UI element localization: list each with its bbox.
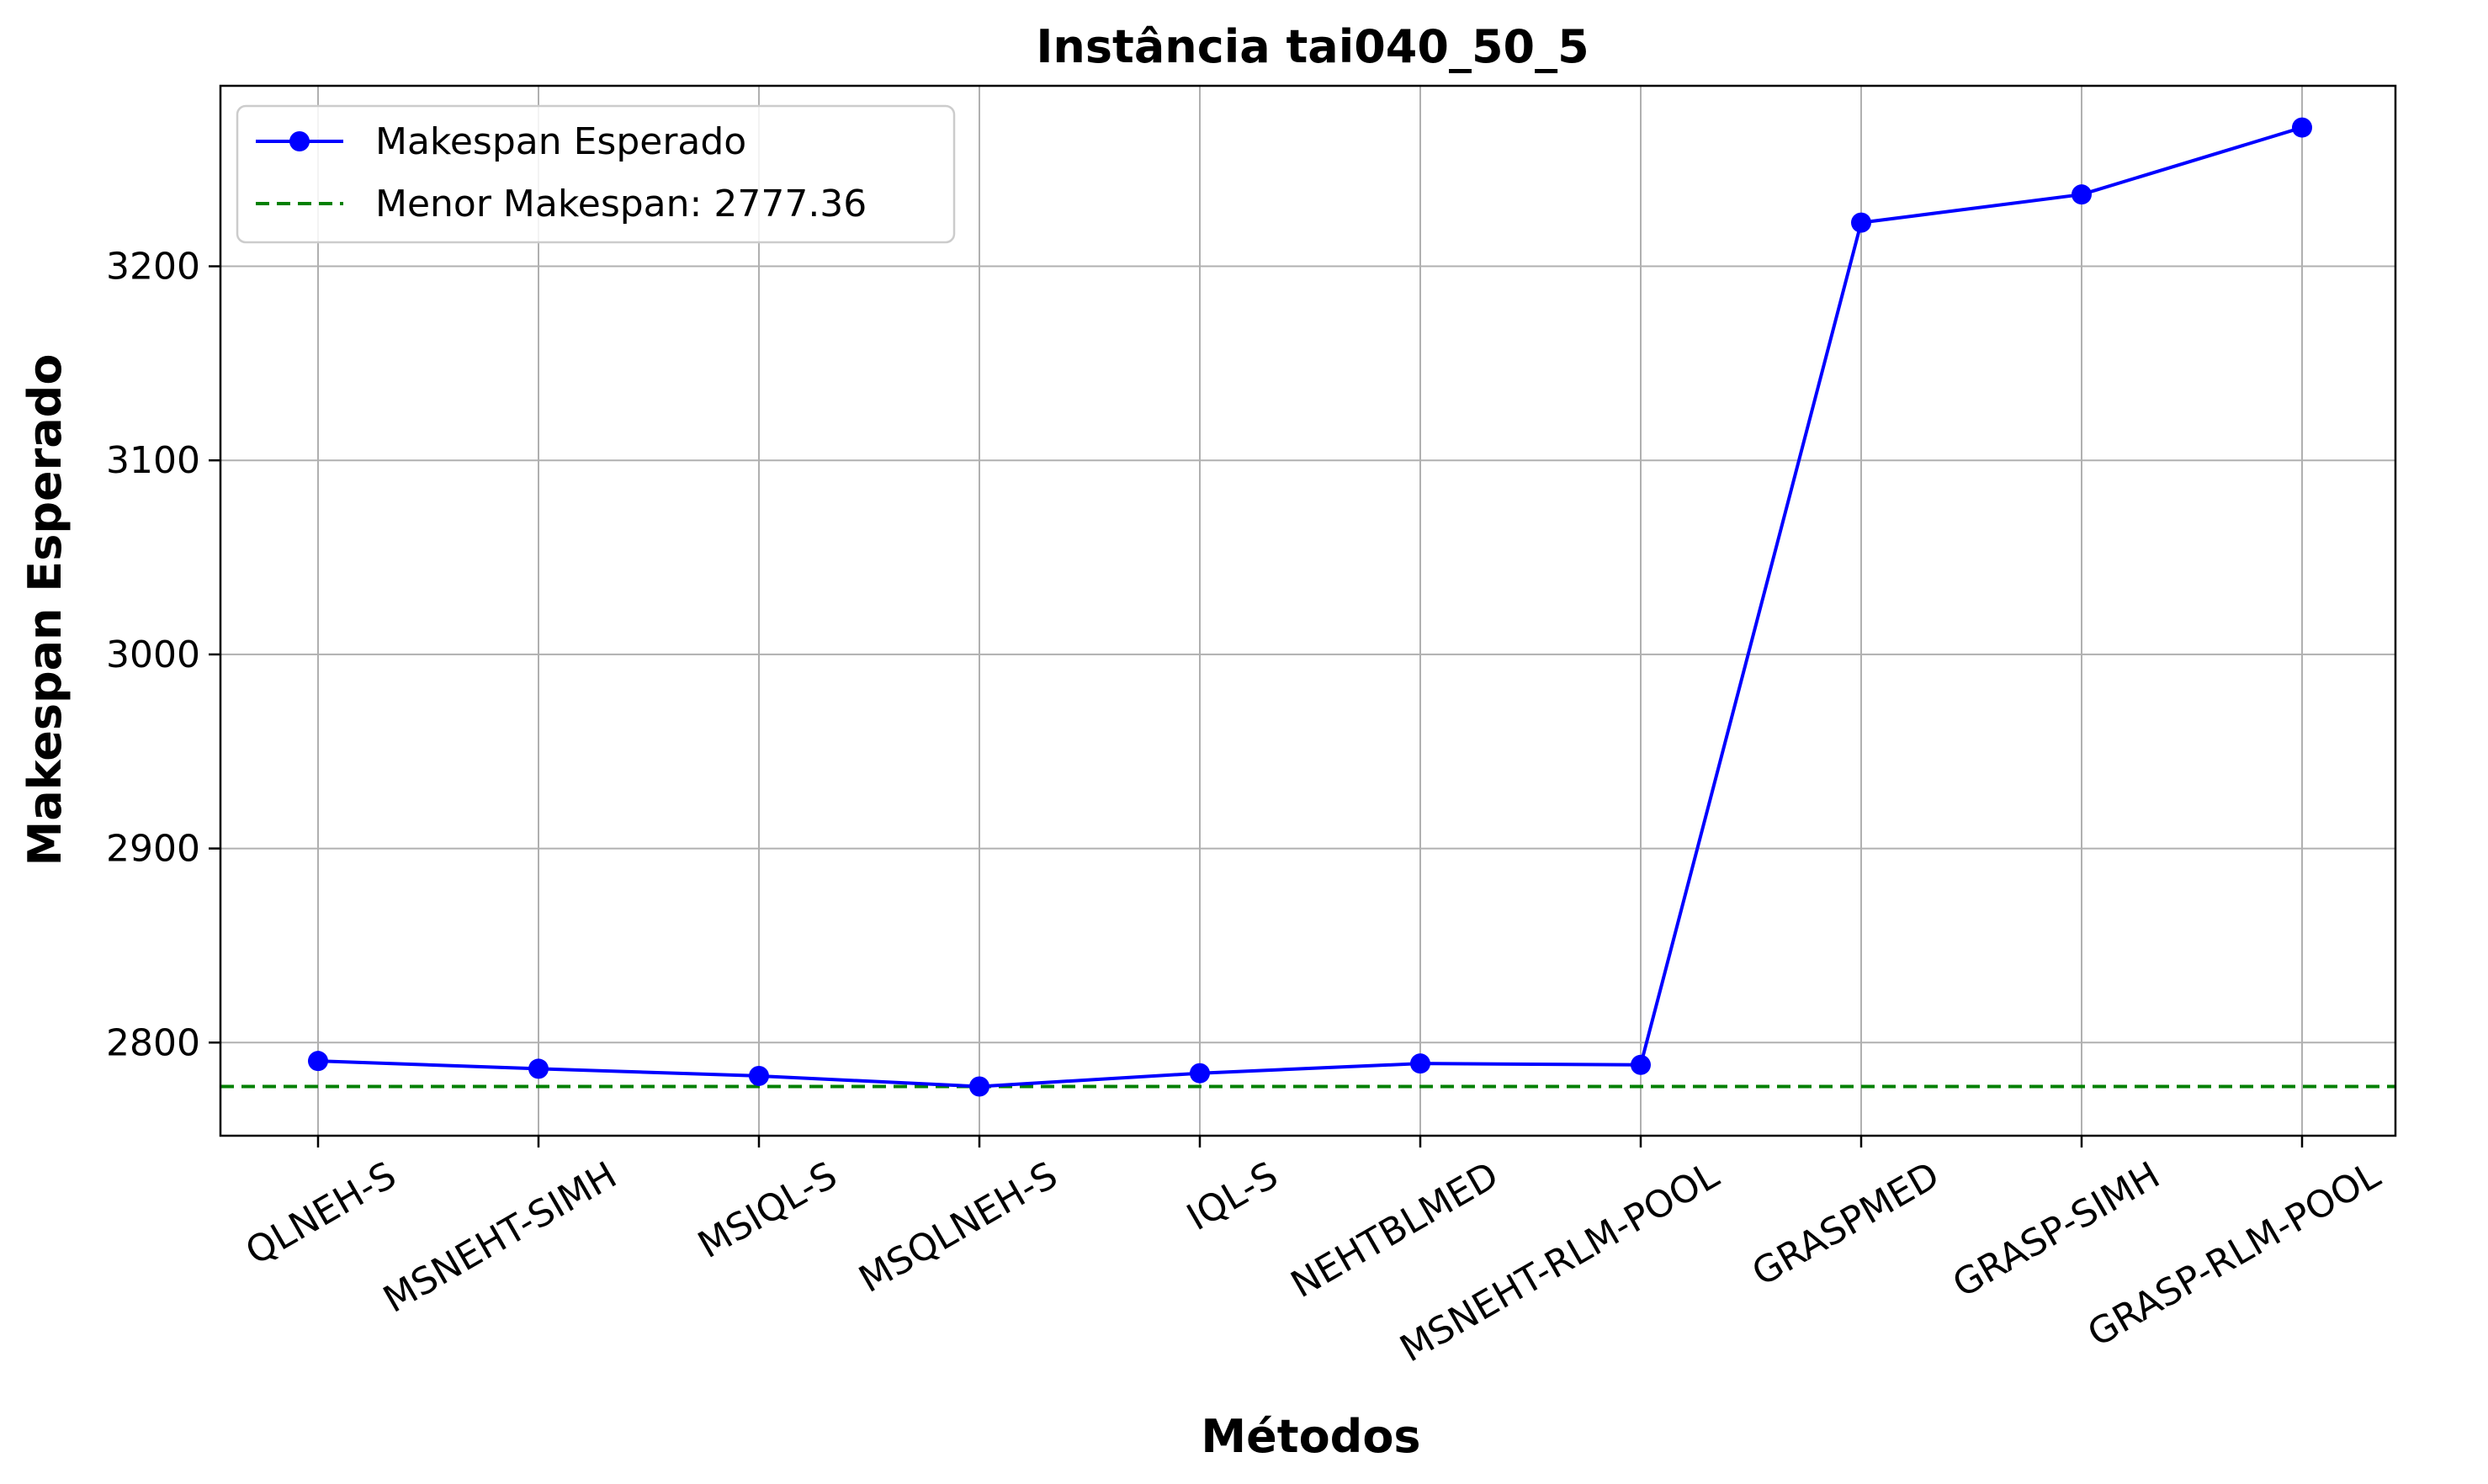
data-point	[969, 1076, 989, 1097]
y-tick-label: 2800	[106, 1021, 200, 1064]
data-point	[749, 1065, 769, 1086]
grid	[220, 86, 2395, 1136]
data-point	[1410, 1053, 1430, 1074]
data-point	[528, 1058, 549, 1079]
legend-reference-label: Menor Makespan: 2777.36	[375, 183, 867, 225]
y-tick-label: 2900	[106, 828, 200, 871]
legend-box	[236, 104, 956, 244]
y-tick-label: 3200	[106, 246, 200, 289]
data-point	[2292, 117, 2312, 138]
legend-series-label: Makespan Esperado	[375, 120, 746, 163]
y-ticks: 2800 2900 3000 3100 3200	[106, 246, 220, 1064]
data-point	[1190, 1063, 1210, 1084]
legend: Makespan Esperado Menor Makespan: 2777.3…	[236, 104, 956, 244]
plot-frame	[219, 84, 2397, 1137]
data-point	[308, 1051, 328, 1072]
data-point	[1851, 212, 1871, 233]
series-group	[308, 117, 2312, 1097]
data-point	[1631, 1054, 1651, 1075]
chart-title: Instância tai040_50_5	[1036, 20, 1589, 73]
y-tick-label: 3100	[106, 439, 200, 482]
y-tick-label: 3000	[106, 633, 200, 676]
y-axis-label: Makespan Esperado	[19, 354, 72, 867]
data-point	[2072, 184, 2092, 205]
series-line	[317, 125, 2303, 1089]
legend-series-marker	[289, 131, 310, 151]
x-axis-label: Métodos	[1201, 1410, 1420, 1463]
